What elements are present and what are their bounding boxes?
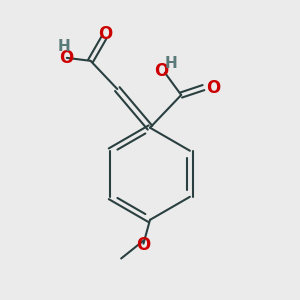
Text: H: H: [164, 56, 177, 71]
Text: O: O: [206, 79, 221, 97]
Text: O: O: [154, 62, 168, 80]
Text: H: H: [57, 39, 70, 54]
Text: O: O: [59, 49, 73, 67]
Text: O: O: [136, 236, 151, 254]
Text: O: O: [98, 25, 112, 43]
